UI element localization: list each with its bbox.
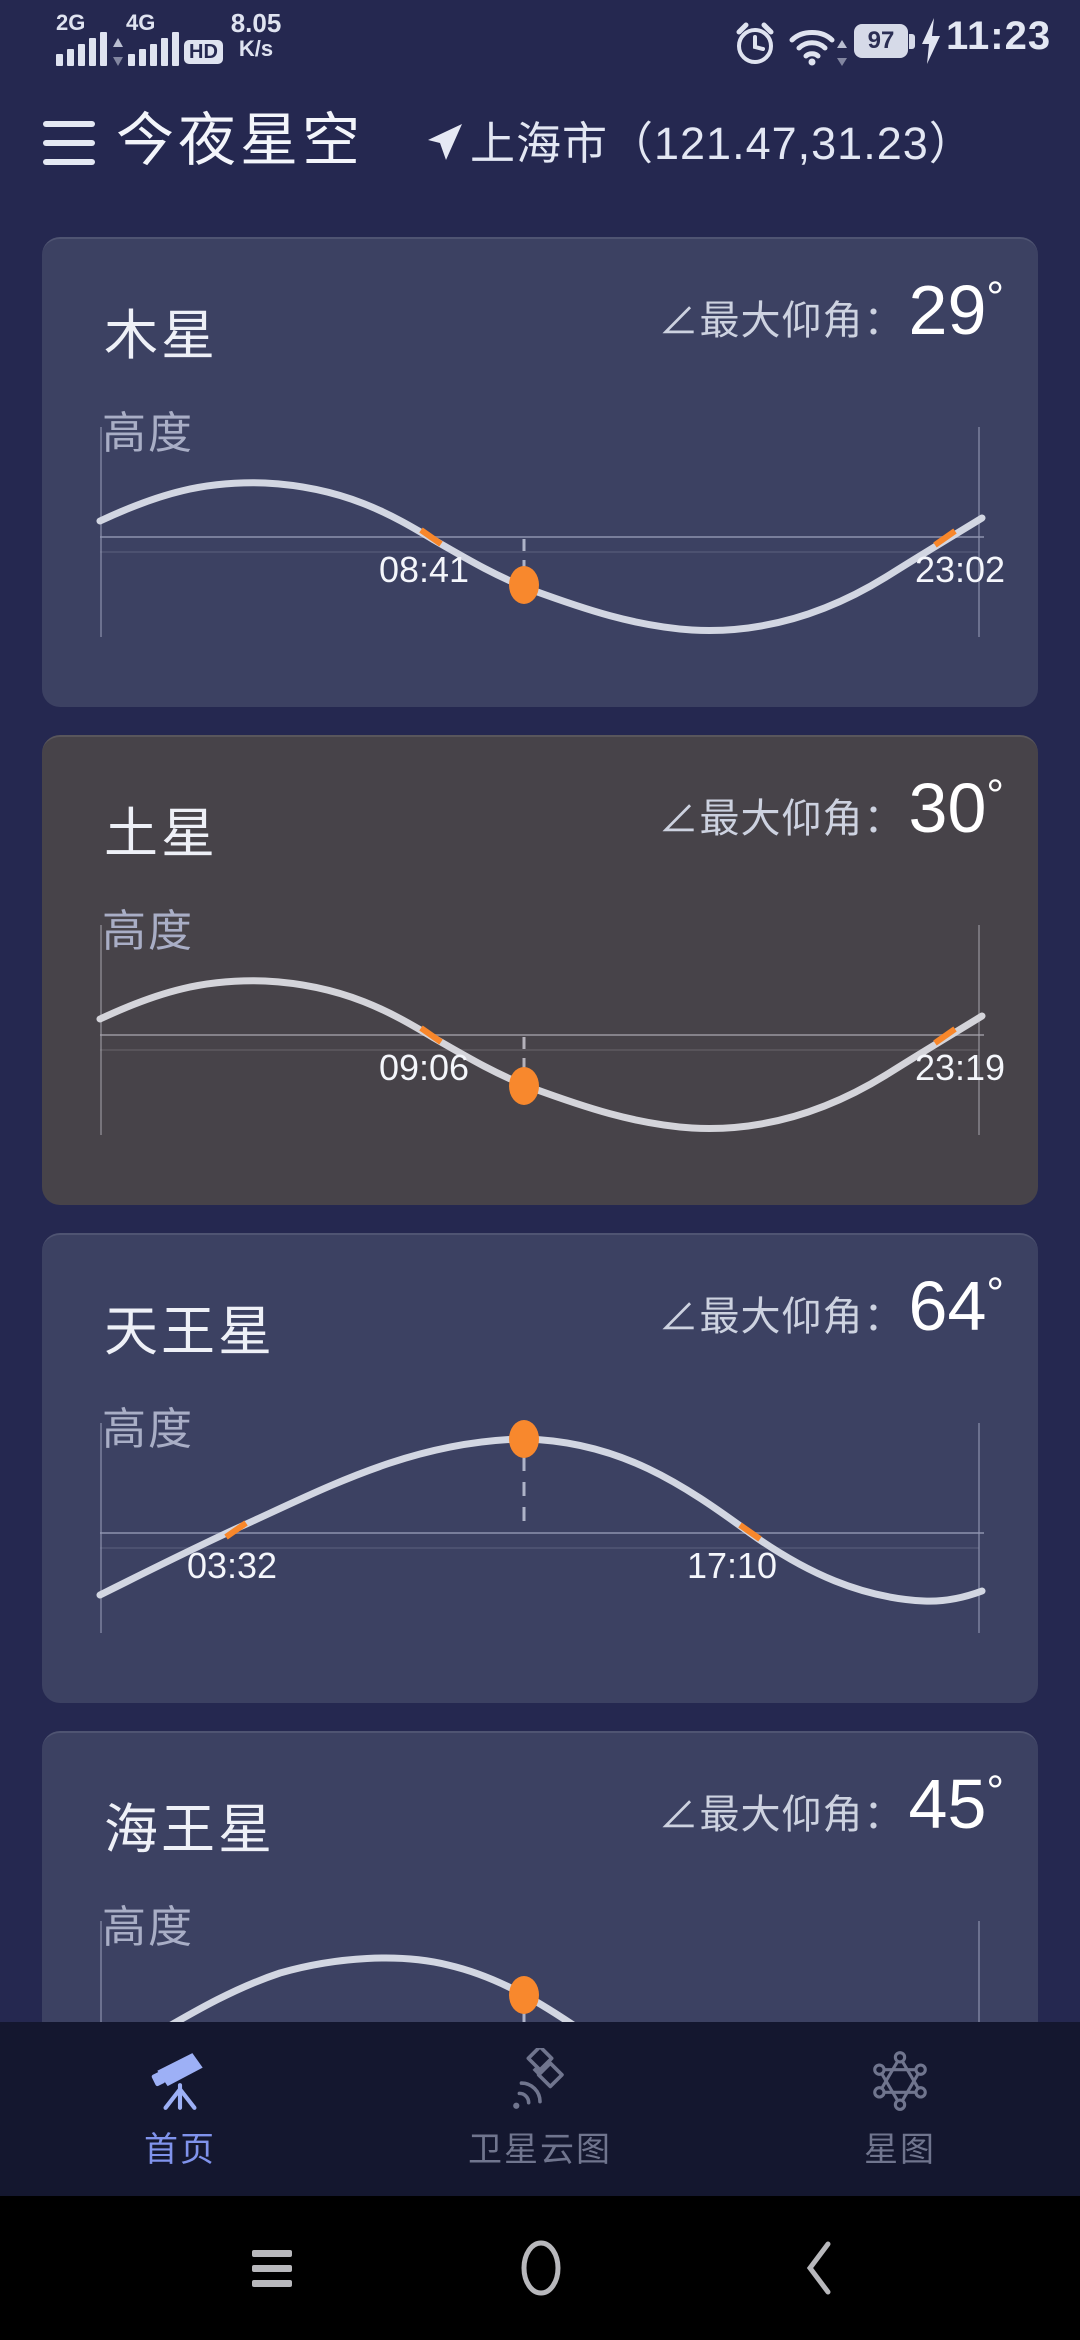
max-elevation-label: ∠最大仰角： xyxy=(658,1793,905,1837)
max-elevation-label: ∠最大仰角： xyxy=(658,1295,905,1339)
recents-button[interactable] xyxy=(252,2250,292,2288)
status-bar: 2G 4G HD 8.05 K/s xyxy=(0,0,1080,80)
updown-arrows-icon xyxy=(113,38,123,66)
home-button[interactable] xyxy=(519,2238,563,2298)
telescope-icon xyxy=(151,2053,203,2110)
axis-cross-time-2: 23:02 xyxy=(914,549,1006,590)
altitude-chart: 09:06 23:19 xyxy=(96,925,1005,1135)
degree-symbol: ° xyxy=(986,1269,1004,1318)
altitude-axis-label: 高度 xyxy=(102,1903,194,1952)
battery-percent: 97 xyxy=(867,27,895,54)
axis-cross-time-2: 23:19 xyxy=(914,1047,1006,1088)
current-position-dot xyxy=(509,1976,539,2014)
planet-card-saturn[interactable]: 土星 ∠最大仰角： 30 ° 高度 09:06 23:19 xyxy=(42,735,1038,1205)
current-position-dot xyxy=(509,1420,539,1458)
tab-home-label: 首页 xyxy=(144,2131,216,2169)
max-elevation-value: 45 xyxy=(908,1765,987,1843)
tab-satellite-cloud-map[interactable]: 卫星云图 xyxy=(360,2022,720,2196)
current-position-dot xyxy=(509,1067,539,1105)
bottom-tab-bar: 首页 卫星云图 xyxy=(0,2022,1080,2196)
network-4g-label: 4G xyxy=(126,10,156,35)
android-navigation-bar xyxy=(0,2196,1080,2340)
degree-symbol: ° xyxy=(986,771,1004,820)
planet-name: 木星 xyxy=(104,306,218,366)
tab-home[interactable]: 首页 xyxy=(0,2022,360,2196)
signal-bars-2g-icon xyxy=(56,32,107,66)
alarm-clock-icon xyxy=(736,22,774,64)
altitude-axis-label: 高度 xyxy=(102,907,194,956)
back-button[interactable] xyxy=(804,2240,834,2296)
degree-symbol: ° xyxy=(986,273,1004,322)
planet-name: 土星 xyxy=(104,804,218,864)
planet-name: 天王星 xyxy=(104,1302,275,1362)
location-text[interactable]: 上海市（121.47,31.23） xyxy=(470,118,975,169)
satellite-icon xyxy=(513,2048,564,2109)
axis-cross-time-1: 09:06 xyxy=(378,1047,470,1088)
altitude-chart: 08:41 23:02 xyxy=(96,427,1005,637)
clock-time: 11:23 xyxy=(946,14,1052,58)
wifi-updown-arrows-icon xyxy=(837,40,847,66)
hamburger-menu-icon[interactable] xyxy=(43,121,95,165)
max-elevation-value: 29 xyxy=(908,271,987,349)
battery-indicator: 97 xyxy=(854,24,915,58)
page-title: 今夜星空 xyxy=(116,108,365,173)
altitude-chart: 03:32 17:10 xyxy=(96,1420,986,1633)
hd-badge: HD xyxy=(184,40,223,64)
speed-value: 8.05 xyxy=(230,8,282,38)
star-map-icon xyxy=(873,2051,927,2111)
network-speed: 8.05 K/s xyxy=(224,8,288,62)
planet-card-jupiter[interactable]: 木星 ∠最大仰角： 29 ° 高度 08:41 23:02 xyxy=(42,237,1038,707)
signal-bars-4g-icon xyxy=(128,32,179,66)
axis-cross-time-2: 17:10 xyxy=(686,1545,778,1586)
axis-cross-time-1: 08:41 xyxy=(378,549,470,590)
max-elevation-value: 30 xyxy=(908,769,987,847)
speed-unit: K/s xyxy=(238,36,274,62)
network-2g-label: 2G xyxy=(56,10,86,35)
max-elevation-label: ∠最大仰角： xyxy=(658,797,905,841)
degree-symbol: ° xyxy=(986,1767,1004,1816)
current-position-dot xyxy=(509,566,539,604)
max-elevation-label: ∠最大仰角： xyxy=(658,299,905,343)
axis-cross-time-1: 03:32 xyxy=(186,1545,278,1586)
tab-star-map-label: 星图 xyxy=(864,2131,936,2169)
location-arrow-icon xyxy=(428,124,462,160)
max-elevation-value: 64 xyxy=(908,1267,987,1345)
wifi-icon xyxy=(789,30,835,66)
planet-name: 海王星 xyxy=(104,1800,275,1860)
charging-bolt-icon xyxy=(922,18,940,64)
altitude-axis-label: 高度 xyxy=(102,1405,194,1454)
tab-satellite-label: 卫星云图 xyxy=(468,2131,612,2169)
tab-star-map[interactable]: 星图 xyxy=(720,2022,1080,2196)
altitude-axis-label: 高度 xyxy=(102,409,194,458)
planet-card-uranus[interactable]: 天王星 ∠最大仰角： 64 ° 高度 03:32 17:10 xyxy=(42,1233,1038,1703)
